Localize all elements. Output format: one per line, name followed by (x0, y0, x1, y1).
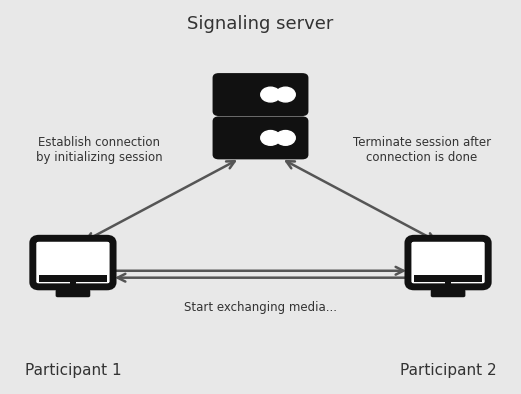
FancyBboxPatch shape (213, 117, 308, 159)
Text: Participant 1: Participant 1 (24, 363, 121, 378)
Circle shape (260, 87, 280, 102)
Circle shape (260, 130, 280, 145)
Circle shape (276, 87, 295, 102)
Text: Signaling server: Signaling server (188, 15, 333, 33)
Text: Terminate session after
connection is done: Terminate session after connection is do… (353, 136, 491, 164)
FancyBboxPatch shape (33, 238, 113, 287)
Text: Establish connection
by initializing session: Establish connection by initializing ses… (35, 136, 163, 164)
Bar (445, 282, 452, 291)
FancyBboxPatch shape (408, 238, 488, 287)
Text: Start exchanging media...: Start exchanging media... (184, 301, 337, 314)
Circle shape (276, 130, 295, 145)
Bar (39, 275, 107, 282)
FancyBboxPatch shape (431, 289, 465, 297)
Bar (70, 282, 77, 291)
FancyBboxPatch shape (56, 289, 90, 297)
FancyBboxPatch shape (213, 73, 308, 116)
Bar (414, 275, 482, 282)
Text: Participant 2: Participant 2 (400, 363, 497, 378)
